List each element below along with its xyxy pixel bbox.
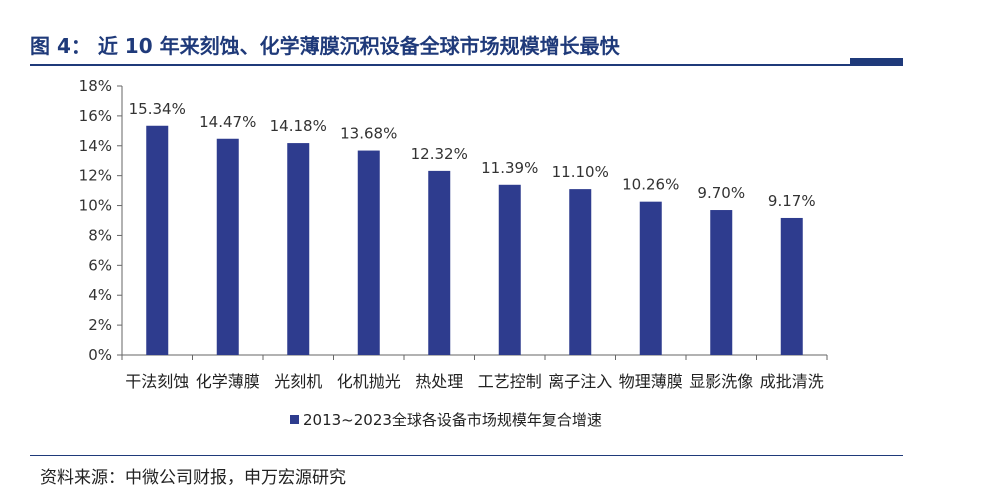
title-rule	[30, 64, 903, 66]
category-label: 热处理	[415, 372, 463, 391]
category-label: 干法刻蚀	[125, 372, 189, 391]
bar	[216, 138, 239, 355]
data-label: 14.47%	[199, 113, 256, 131]
data-label: 9.17%	[768, 192, 816, 210]
legend-label: 2013~2023全球各设备市场规模年复合增速	[303, 411, 602, 429]
data-label: 9.70%	[697, 184, 745, 202]
y-tick-label: 6%	[88, 256, 112, 274]
category-label: 化机抛光	[337, 372, 401, 391]
data-label: 12.32%	[411, 145, 468, 163]
bar	[498, 184, 521, 355]
bar	[710, 210, 733, 355]
category-label: 离子注入	[548, 372, 612, 391]
title-rule-tab	[850, 58, 903, 64]
data-label: 11.39%	[481, 159, 538, 177]
category-label: 光刻机	[274, 372, 322, 391]
y-tick-label: 12%	[79, 167, 112, 185]
data-label: 13.68%	[340, 125, 397, 143]
y-tick-label: 0%	[88, 346, 112, 364]
bar	[357, 150, 380, 355]
bar	[780, 217, 803, 355]
data-label: 11.10%	[552, 163, 609, 181]
footer-rule	[30, 455, 903, 456]
category-label: 化学薄膜	[196, 372, 260, 391]
y-tick-label: 18%	[79, 77, 112, 95]
bar	[428, 170, 451, 355]
bar	[287, 143, 310, 355]
bar	[569, 189, 592, 355]
source-note: 资料来源：中微公司财报，申万宏源研究	[40, 468, 346, 488]
category-label: 工艺控制	[478, 372, 542, 391]
category-label: 显影洗像	[689, 372, 753, 391]
bar	[146, 125, 169, 355]
bar	[639, 201, 662, 355]
page-title: 图 4： 近 10 年来刻蚀、化学薄膜沉积设备全球市场规模增长最快	[30, 34, 620, 58]
y-tick-label: 2%	[88, 316, 112, 334]
category-label: 成批清洗	[760, 372, 824, 391]
data-label: 15.34%	[129, 100, 186, 118]
data-label: 14.18%	[270, 117, 327, 135]
data-label: 10.26%	[622, 176, 679, 194]
legend-swatch	[290, 415, 299, 424]
category-label: 物理薄膜	[619, 372, 683, 391]
y-tick-label: 10%	[79, 197, 112, 215]
y-tick-label: 4%	[88, 286, 112, 304]
y-tick-label: 14%	[79, 137, 112, 155]
y-tick-label: 8%	[88, 226, 112, 244]
y-tick-label: 16%	[79, 107, 112, 125]
